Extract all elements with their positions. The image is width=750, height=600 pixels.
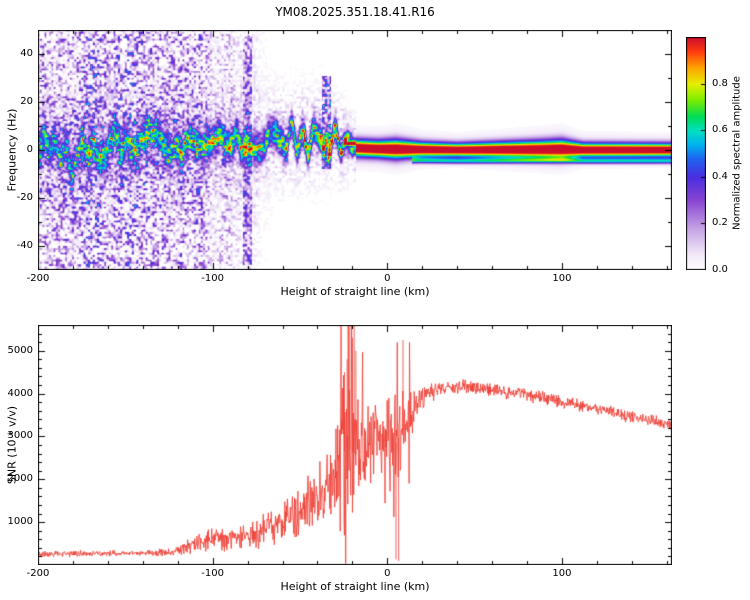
snr-y-axis-label: SNR (10 * v/v) — [5, 405, 19, 485]
spectrogram-x-axis-label: Height of straight line (km) — [280, 285, 430, 298]
colorbar — [686, 37, 706, 270]
snr-x-axis-label: Height of straight line (km) — [280, 580, 430, 593]
snr-yticks-label: 1000 — [7, 516, 33, 528]
cb-ticks-label: 0.8 — [712, 77, 728, 89]
spec-yticks-label: 20 — [20, 96, 33, 107]
spec-xticks-label: 0 — [384, 273, 391, 284]
spec-yticks-label: 40 — [20, 48, 33, 59]
cb-ticks-label: 0.0 — [712, 264, 728, 275]
spec-yticks-label: -40 — [16, 240, 33, 251]
cb-ticks-label: 0.2 — [712, 217, 728, 229]
snr-xticks-label: 100 — [552, 568, 572, 579]
spec-yticks-label: 0 — [26, 144, 33, 155]
snr-xticks-label: 0 — [384, 568, 391, 579]
snr-plot — [38, 325, 672, 565]
snr-xticks-label: -200 — [26, 568, 50, 579]
snr-yticks-label: 3000 — [7, 430, 33, 442]
spec-xticks-label: -200 — [26, 273, 50, 284]
snr-yticks-label: 2000 — [7, 473, 33, 485]
figure-title: YM08.2025.351.18.41.R16 — [275, 5, 435, 19]
spec-xticks-label: -100 — [201, 273, 224, 284]
spec-xticks-label: 100 — [552, 273, 572, 284]
colorbar-label: Normalized spectral amplitude — [731, 76, 743, 230]
spectrogram-plot — [38, 30, 672, 270]
snr-yticks-label: 4000 — [7, 387, 33, 399]
spectrogram-y-axis-label: Frequency (Hz) — [5, 108, 19, 192]
cb-ticks-label: 0.6 — [712, 124, 728, 136]
cb-ticks-label: 0.4 — [712, 170, 728, 182]
snr-yticks-label: 5000 — [7, 344, 33, 356]
snr-xticks-label: -100 — [201, 568, 224, 579]
spec-yticks-label: -20 — [16, 192, 33, 203]
